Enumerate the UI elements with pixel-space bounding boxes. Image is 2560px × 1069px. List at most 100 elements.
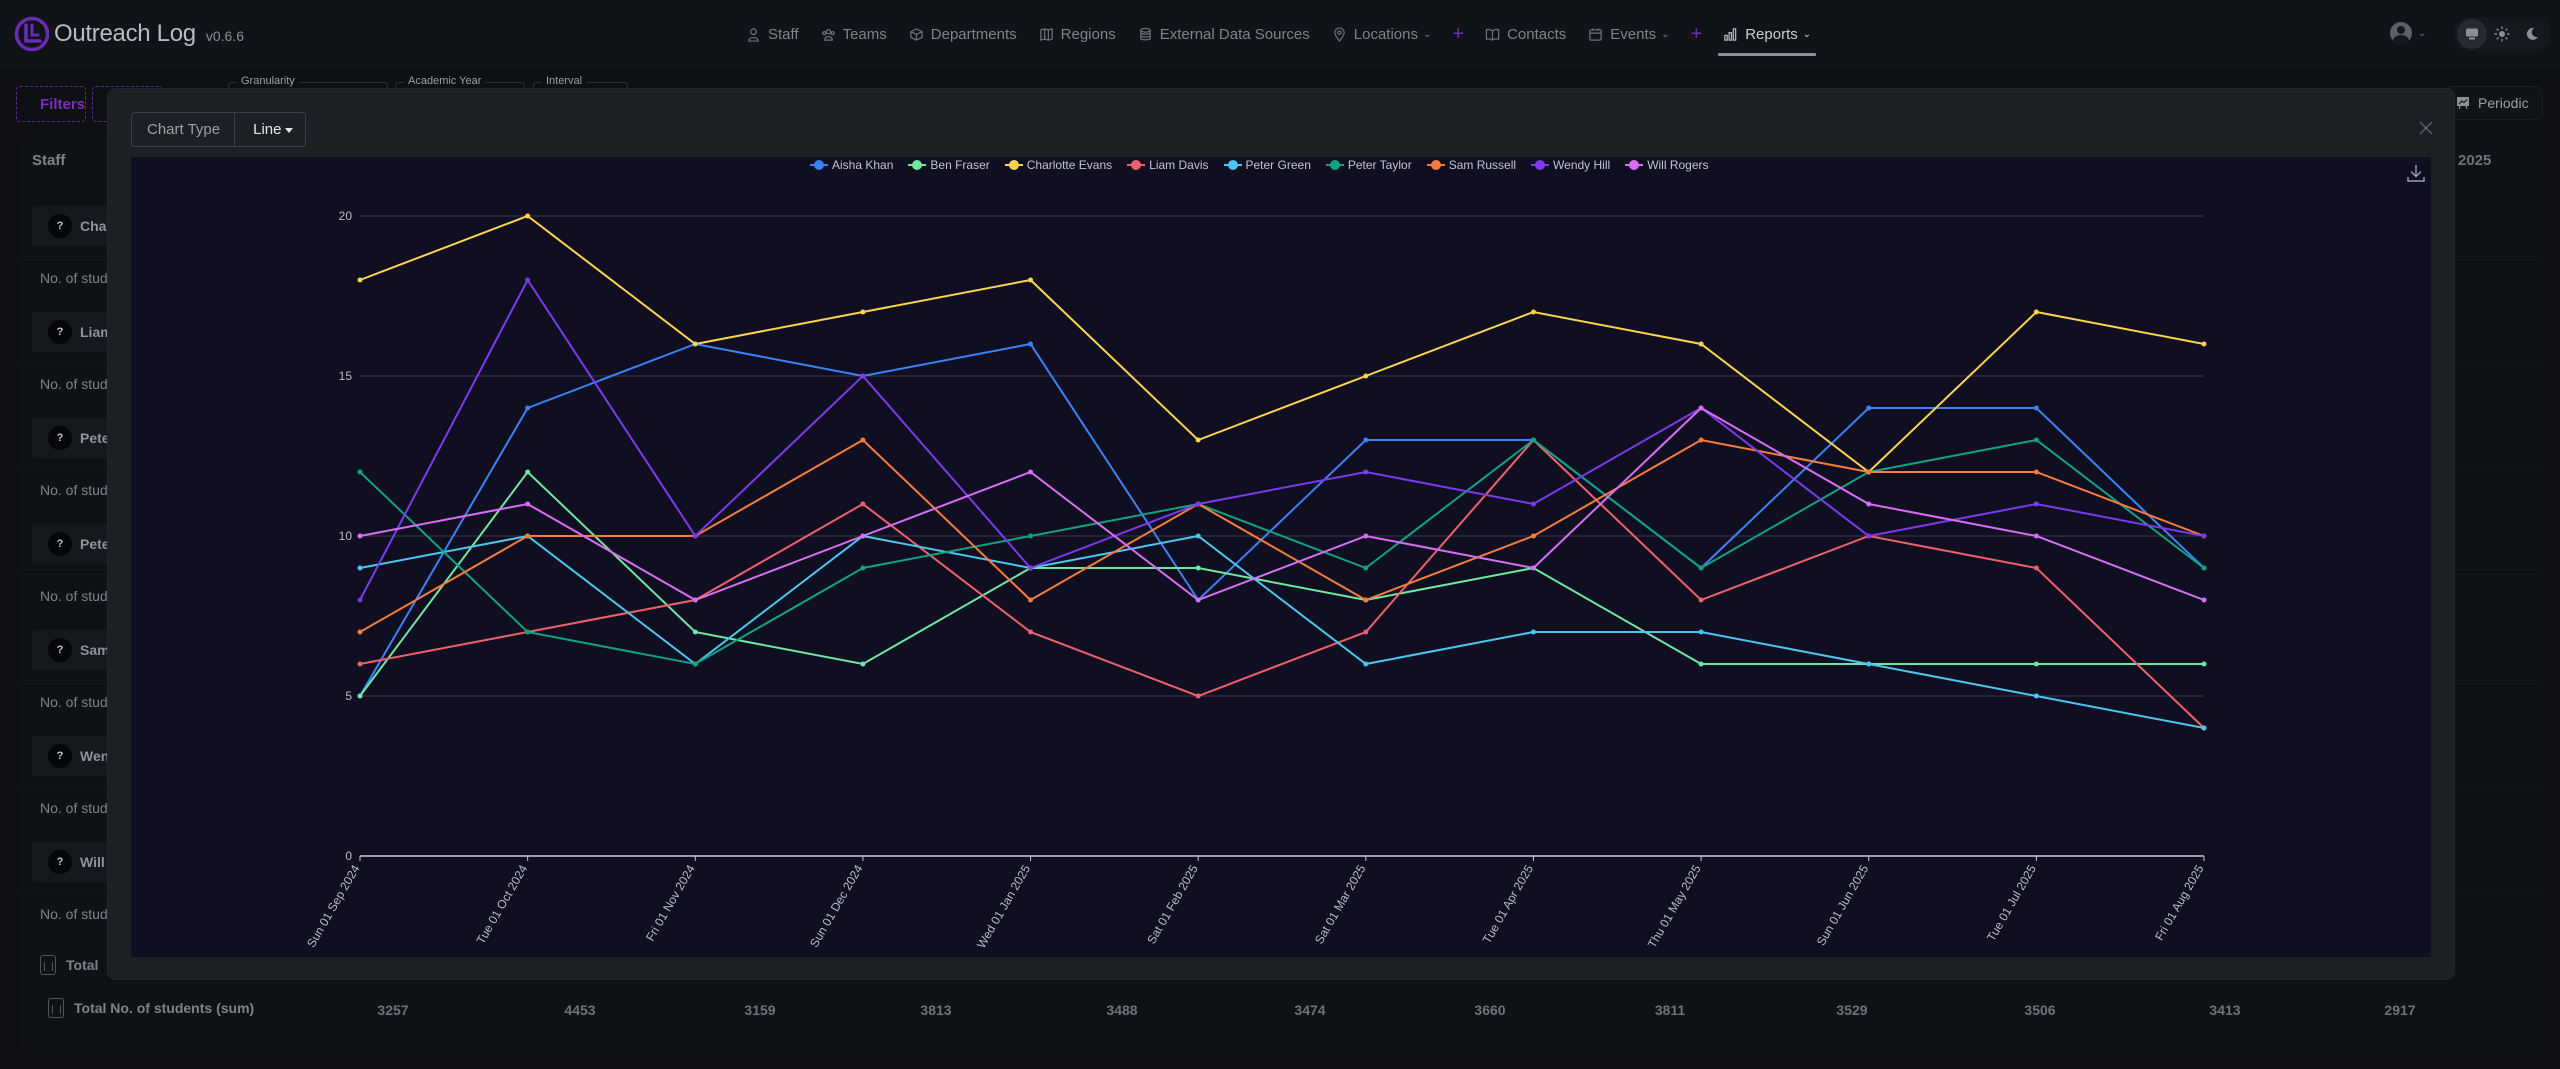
theme-switch xyxy=(2453,17,2551,51)
user-menu[interactable]: ⌄ xyxy=(2390,22,2426,44)
legend-item[interactable]: Will Rogers xyxy=(1625,158,1709,172)
periodic-label: Periodic xyxy=(2478,95,2529,111)
year-column-header: 2025 xyxy=(2458,152,2492,169)
legend-swatch-icon xyxy=(1004,159,1023,171)
nav-label: Teams xyxy=(842,25,887,43)
nav-label: Contacts xyxy=(1507,25,1567,43)
nav-item-staff[interactable]: Staff xyxy=(735,20,810,48)
staff-name: Char xyxy=(80,218,112,234)
legend-label: Peter Green xyxy=(1245,158,1311,172)
nav-item-regions[interactable]: Regions xyxy=(1028,20,1127,48)
chevron-down-icon: ⌄ xyxy=(2418,27,2427,39)
total-value: 3413 xyxy=(2209,1002,2241,1018)
legend-item[interactable]: Peter Green xyxy=(1223,158,1311,172)
help-icon[interactable]: ? xyxy=(48,638,72,662)
add-location-button[interactable]: + xyxy=(1452,22,1465,45)
download-icon[interactable] xyxy=(2406,163,2426,183)
monitor-icon xyxy=(2466,28,2478,40)
app-version: v0.6.6 xyxy=(205,28,244,44)
legend-label: Aisha Khan xyxy=(832,158,894,172)
total-row-partial: Total xyxy=(40,955,98,975)
total-chart-icon[interactable] xyxy=(40,955,56,975)
legend-item[interactable]: Liam Davis xyxy=(1127,158,1209,172)
nav-item-teams[interactable]: Teams xyxy=(810,20,898,48)
staff-name: Will xyxy=(80,854,105,870)
user-avatar-icon xyxy=(2390,22,2412,44)
nav-label: External Data Sources xyxy=(1159,25,1310,43)
help-icon[interactable]: ? xyxy=(48,532,72,556)
help-icon[interactable]: ? xyxy=(48,214,72,238)
total-value: 3257 xyxy=(377,1002,409,1018)
legend-label: Ben Fraser xyxy=(930,158,990,172)
sun-icon xyxy=(2494,26,2510,42)
map-icon xyxy=(1039,27,1053,41)
department-icon xyxy=(910,27,923,41)
total-chart-icon[interactable] xyxy=(48,998,64,1018)
metric-label: No. of stud xyxy=(40,906,108,922)
periodic-button[interactable]: Periodic xyxy=(2443,86,2543,120)
help-icon[interactable]: ? xyxy=(48,850,72,874)
chart-type-dropdown[interactable]: Line xyxy=(235,121,294,138)
legend-swatch-icon xyxy=(1325,159,1344,171)
total-value: 3474 xyxy=(1294,1002,1326,1018)
legend-item[interactable]: Sam Russell xyxy=(1426,158,1517,172)
legend-label: Peter Taylor xyxy=(1347,158,1412,172)
nav-label: Regions xyxy=(1060,25,1116,43)
legend-item[interactable]: Ben Fraser xyxy=(908,158,990,172)
nav-item-external-data-sources[interactable]: External Data Sources xyxy=(1127,20,1321,48)
app-name: Outreach Log xyxy=(54,20,196,47)
staff-name: Sam xyxy=(80,642,110,658)
theme-dark-button[interactable] xyxy=(2517,19,2547,49)
staff-name: Liam xyxy=(80,324,113,340)
add-event-button[interactable]: + xyxy=(1690,22,1703,45)
moon-icon xyxy=(2526,27,2538,40)
nav-item-departments[interactable]: Departments xyxy=(898,20,1028,48)
nav-label: Events xyxy=(1610,25,1657,43)
bar-chart-icon xyxy=(1724,27,1737,41)
filter-icon xyxy=(33,103,34,105)
metric-label: No. of stud xyxy=(40,800,108,816)
legend-label: Sam Russell xyxy=(1448,158,1517,172)
legend-swatch-icon xyxy=(1625,159,1644,171)
nav-item-contacts[interactable]: Contacts xyxy=(1474,20,1577,48)
brand[interactable]: Outreach Log v0.6.6 xyxy=(14,16,244,52)
theme-system-button[interactable] xyxy=(2457,19,2487,49)
legend-item[interactable]: Peter Taylor xyxy=(1325,158,1412,172)
legend-item[interactable]: Charlotte Evans xyxy=(1004,158,1112,172)
chevron-down-icon: ⌄ xyxy=(1802,28,1812,40)
nav-item-events[interactable]: Events ⌄ xyxy=(1577,20,1680,48)
chart-legend: Aisha Khan Ben Fraser Charlotte Evans Liam … xyxy=(810,158,1709,172)
chart-type-select[interactable]: Chart Type Line xyxy=(131,112,306,147)
metric-label: No. of stud xyxy=(40,694,108,710)
close-icon[interactable] xyxy=(2414,116,2438,140)
legend-label: Liam Davis xyxy=(1149,158,1209,172)
metric-label: No. of stud xyxy=(40,588,108,604)
help-icon[interactable]: ? xyxy=(48,744,72,768)
team-icon xyxy=(821,28,835,41)
staff-name: Wen xyxy=(80,748,110,764)
staff-name: Pete xyxy=(80,430,110,446)
legend-item[interactable]: Aisha Khan xyxy=(810,158,893,172)
legend-item[interactable]: Wendy Hill xyxy=(1531,158,1610,172)
total-value: 3488 xyxy=(1106,1002,1138,1018)
total-value: 3811 xyxy=(1654,1002,1686,1018)
book-icon xyxy=(1485,28,1500,41)
chart-type-value: Line xyxy=(253,121,282,138)
metric-label: No. of stud xyxy=(40,376,108,392)
location-pin-icon xyxy=(1333,26,1345,42)
outreach-log-logo-icon xyxy=(14,16,50,52)
chart-area xyxy=(131,157,2431,957)
granularity-select[interactable]: Granularity xyxy=(228,75,388,122)
nav-item-locations[interactable]: Locations ⌄ xyxy=(1321,20,1443,48)
filters-button[interactable]: Filters xyxy=(16,86,86,122)
total-value: 3506 xyxy=(2024,1002,2056,1018)
theme-light-button[interactable] xyxy=(2487,19,2517,49)
help-icon[interactable]: ? xyxy=(48,320,72,344)
total-partial-label: Total xyxy=(66,957,99,973)
help-icon[interactable]: ? xyxy=(48,426,72,450)
total-value: 3159 xyxy=(744,1002,776,1018)
nav-item-reports[interactable]: Reports ⌄ xyxy=(1712,20,1822,56)
metric-label: No. of stud xyxy=(40,482,108,498)
total-value: 3529 xyxy=(1836,1002,1868,1018)
top-navbar: Outreach Log v0.6.6 Staff Teams Departme… xyxy=(0,0,2560,68)
